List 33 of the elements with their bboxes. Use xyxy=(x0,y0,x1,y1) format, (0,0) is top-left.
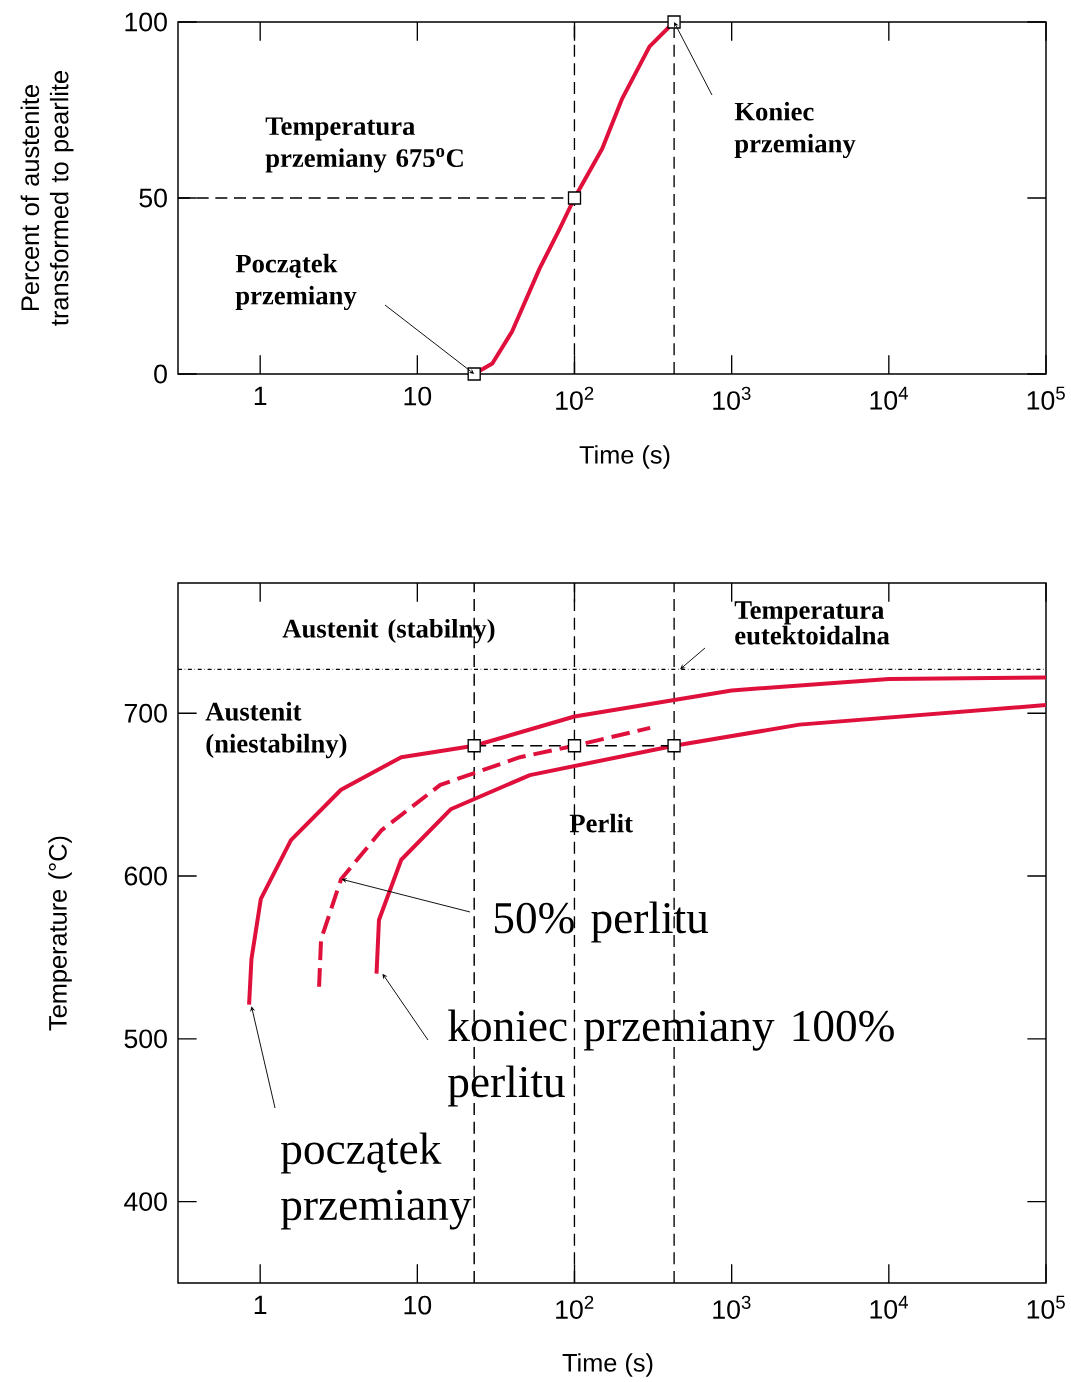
y-axis-title: Percent of austenite transformed to pearlite xyxy=(20,71,74,326)
y-tick-label: 500 xyxy=(124,1029,167,1049)
annotation: Temperatura przemiany 675$^{o}$C xyxy=(265,117,463,173)
annotation: Austenit (niestabilny) xyxy=(205,701,347,759)
x-tick-label: 10$^{5}$ xyxy=(1027,1295,1065,1319)
x-tick-label: 10$^{4}$ xyxy=(870,1295,908,1319)
x-axis-title: Time (s) xyxy=(579,445,670,469)
x-tick-label: 10$^{5}$ xyxy=(1027,386,1065,410)
annotation: Temperatura eutektoidalna xyxy=(734,601,890,645)
x-tick-label: 1 xyxy=(254,386,267,406)
annotation: Początek przemiany xyxy=(235,253,357,311)
y-tick-label: 100 xyxy=(125,12,167,32)
x-axis-title: Time (s) xyxy=(562,1353,653,1377)
y-tick-label: 700 xyxy=(124,703,167,723)
annotation: Austenit (stabilny) xyxy=(282,618,495,644)
x-tick-label: 10 xyxy=(404,1295,432,1315)
x-tick-label: 10$^{3}$ xyxy=(713,1295,751,1320)
annotation: koniec przemiany 100% perlitu xyxy=(447,1009,894,1107)
x-tick-label: 10$^{2}$ xyxy=(556,1295,594,1320)
x-tick-label: 10$^{2}$ xyxy=(556,386,594,411)
x-tick-label: 1 xyxy=(254,1295,267,1315)
y-tick-label: 600 xyxy=(124,866,167,886)
y-axis-title: Temperature (°C) xyxy=(48,836,72,1031)
annotation: Perlit xyxy=(569,813,633,833)
y-tick-label: 400 xyxy=(124,1192,167,1212)
x-tick-label: 10$^{4}$ xyxy=(870,386,908,410)
annotation: 50% perlitu xyxy=(494,901,709,943)
y-tick-label: 50 xyxy=(139,188,167,208)
x-tick-label: 10$^{3}$ xyxy=(713,386,751,411)
y-tick-label: 0 xyxy=(154,364,167,384)
x-tick-label: 10 xyxy=(404,386,432,406)
annotation: Koniec przemiany xyxy=(734,101,856,159)
annotation: początek przemiany xyxy=(280,1132,472,1230)
